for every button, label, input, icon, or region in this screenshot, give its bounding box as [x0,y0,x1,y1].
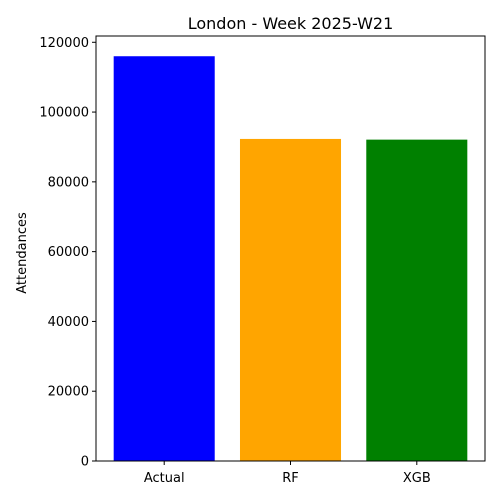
chart-title: London - Week 2025-W21 [188,14,394,33]
y-tick-label: 80000 [48,175,89,190]
x-tick-label: Actual [144,471,185,486]
y-tick-label: 100000 [39,106,89,121]
bar-xgb [366,139,468,462]
x-tick-label: RF [282,471,299,486]
y-axis-label: Attendances [15,212,30,294]
y-tick-label: 120000 [39,36,89,51]
y-ticks-layer: 0 20000 40000 60000 80000 100000 120000 [39,36,96,470]
bar-actual [113,56,215,461]
y-tick-label: 0 [81,455,89,470]
bars-layer [113,56,468,462]
plot-frame [95,35,486,462]
x-ticks-layer: Actual RF XGB [144,461,431,486]
y-tick-label: 40000 [48,315,89,330]
x-tick-label: XGB [403,471,431,486]
y-tick-label: 20000 [48,385,89,400]
y-tick-label: 60000 [48,245,89,260]
bar-rf [239,138,342,462]
